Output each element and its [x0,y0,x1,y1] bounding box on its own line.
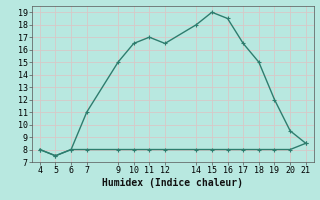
X-axis label: Humidex (Indice chaleur): Humidex (Indice chaleur) [102,178,243,188]
